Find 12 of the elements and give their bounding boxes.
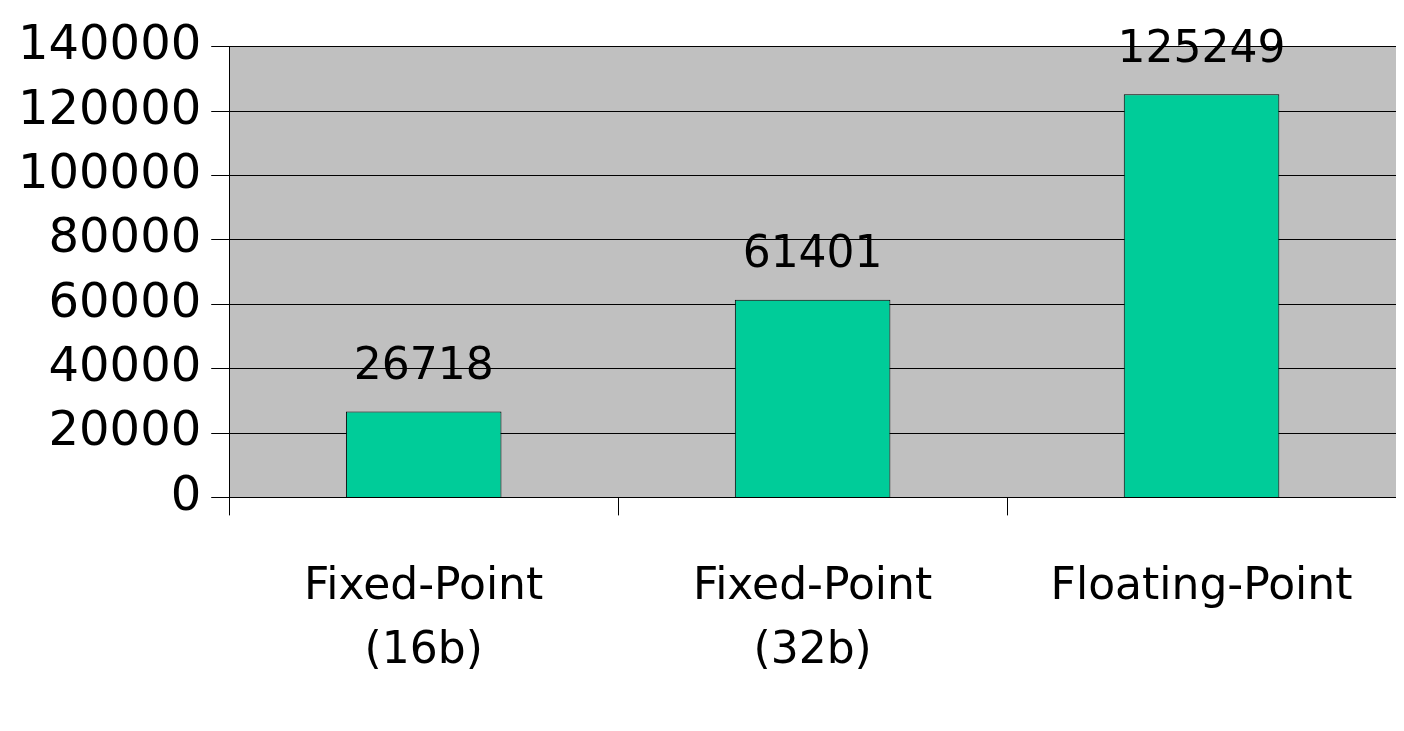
y-tick-label: 0: [170, 464, 202, 521]
y-tick-label: 140000: [18, 14, 202, 71]
y-tick-label: 80000: [48, 207, 202, 264]
x-tick-label: Fixed-Point (32b): [693, 557, 933, 673]
y-tick-label: 40000: [48, 336, 202, 393]
x-tick-label: Fixed-Point (16b): [304, 557, 544, 673]
y-tick-label: 100000: [18, 143, 202, 200]
y-tick-label: 60000: [48, 271, 202, 328]
data-label: 61401: [742, 226, 883, 278]
x-tick-label: Floating-Point: [1050, 557, 1353, 609]
y-tick-label: 20000: [48, 400, 202, 457]
y-tick-label: 120000: [18, 78, 202, 135]
